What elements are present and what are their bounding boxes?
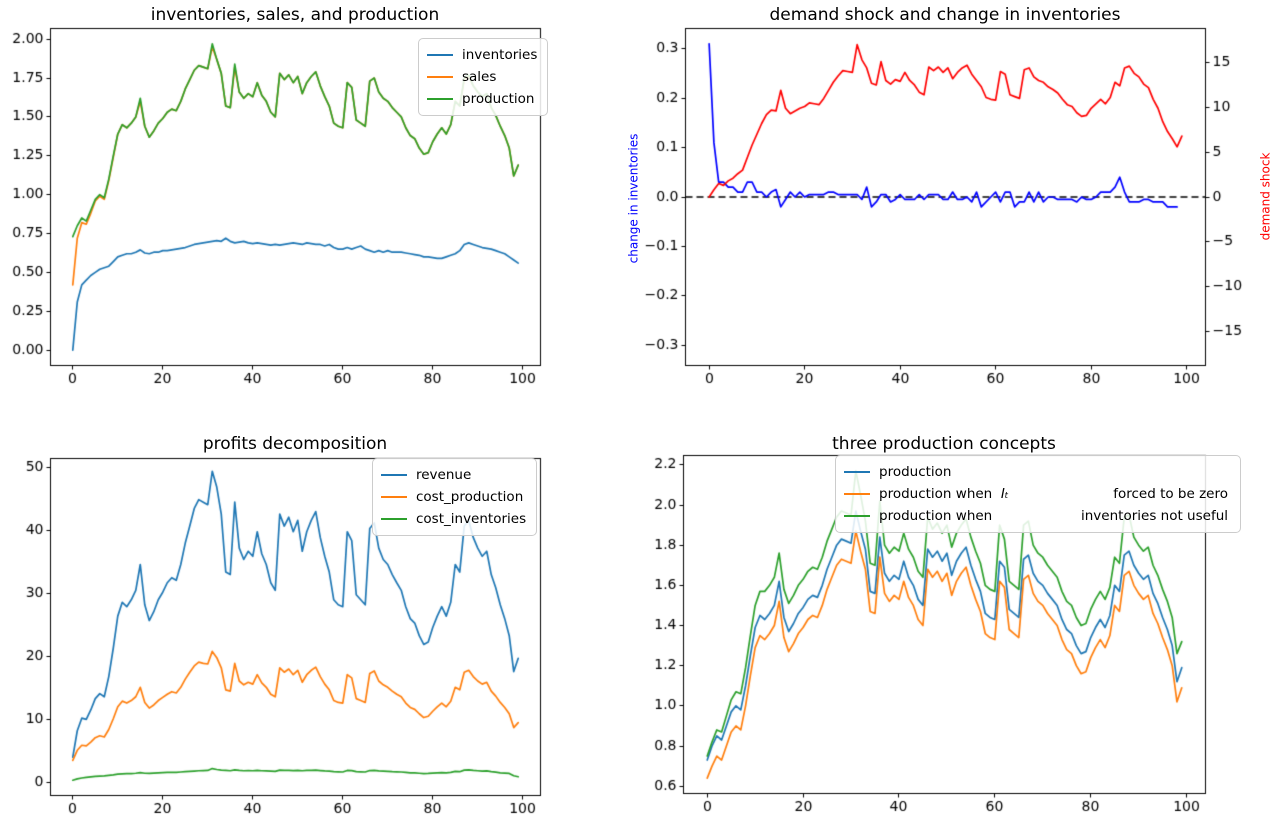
legend-label-post: inventories not useful: [1081, 508, 1228, 524]
y-axis-label-change-in-inventories: change in inventories: [626, 133, 641, 264]
legend-inventories-sales-production: inventories sales production: [418, 38, 549, 116]
line-swatch-blue: [427, 53, 453, 57]
legend-label: revenue: [416, 467, 472, 483]
legend-three-production-concepts: production production when Iₜ forced to …: [835, 455, 1241, 533]
y-axis-label-demand-shock: demand shock: [1258, 152, 1273, 241]
plot-profits-decomposition: [0, 417, 640, 834]
legend-label: production: [462, 91, 535, 107]
legend-item: production: [427, 88, 537, 110]
legend-item: cost_inventories: [381, 508, 526, 530]
line-swatch-blue: [844, 470, 870, 474]
legend-profits-decomposition: revenue cost_production cost_inventories: [372, 458, 538, 536]
line-swatch-green: [844, 514, 870, 518]
legend-label: cost_production: [416, 489, 524, 505]
line-swatch-green: [427, 97, 453, 101]
legend-item: cost_production: [381, 486, 526, 508]
legend-label: production: [879, 464, 952, 480]
chart-title-inventories-sales-production: inventories, sales, and production: [150, 5, 440, 25]
legend-label: inventories: [462, 47, 538, 63]
legend-item: production when inventories not useful: [844, 505, 1228, 527]
line-swatch-orange: [381, 495, 407, 499]
line-swatch-orange: [427, 75, 453, 79]
legend-label-pre: production when: [879, 486, 1001, 502]
legend-item: production when Iₜ forced to be zero: [844, 483, 1228, 505]
legend-math-symbol: Iₜ: [1000, 486, 1009, 502]
legend-label-post: forced to be zero: [1113, 486, 1228, 502]
line-swatch-green: [381, 517, 407, 521]
chart-title-demand-shock: demand shock and change in inventories: [769, 5, 1121, 25]
line-swatch-blue: [381, 473, 407, 477]
legend-item: inventories: [427, 44, 537, 66]
plot-demand-shock-change-in-inventories: [640, 0, 1281, 417]
legend-item: sales: [427, 66, 537, 88]
legend-label-pre: production when: [879, 508, 993, 524]
legend-label: sales: [462, 69, 497, 85]
legend-item: revenue: [381, 464, 526, 486]
legend-label: cost_inventories: [416, 511, 527, 527]
legend-item: production: [844, 461, 1228, 483]
line-swatch-orange: [844, 492, 870, 496]
chart-title-three-production-concepts: three production concepts: [832, 434, 1056, 454]
chart-title-profits-decomposition: profits decomposition: [202, 434, 388, 454]
